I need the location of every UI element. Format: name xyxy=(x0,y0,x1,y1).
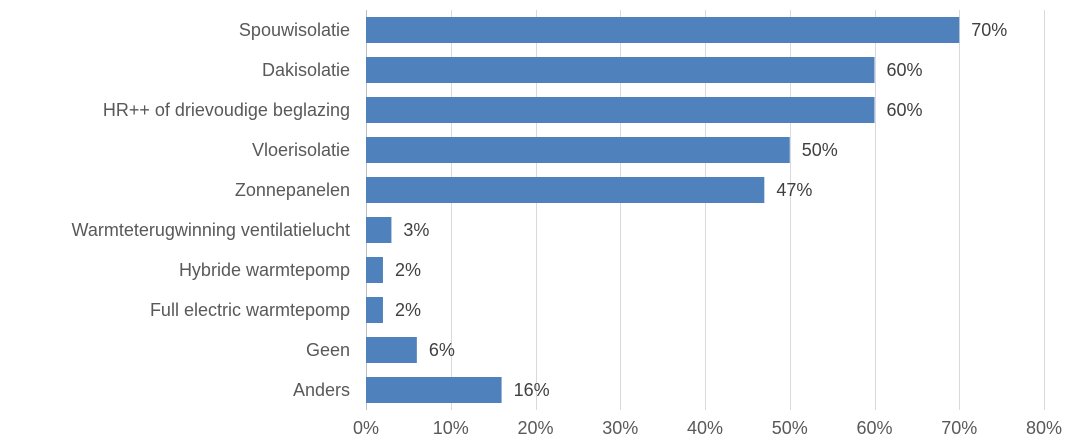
category-label: Warmteterugwinning ventilatielucht xyxy=(72,220,350,240)
x-tick-label: 40% xyxy=(687,418,723,438)
x-tick-label: 0% xyxy=(353,418,379,438)
bar xyxy=(366,217,392,243)
data-label: 2% xyxy=(395,300,421,320)
bar xyxy=(366,177,765,203)
x-tick-label: 10% xyxy=(433,418,469,438)
data-label: 70% xyxy=(971,20,1007,40)
data-label: 2% xyxy=(395,260,421,280)
labels: 0% 10% 20% 30% 40% 50% 60% 70% 80% Spouwisolatie 7… xyxy=(72,20,1062,438)
category-label: HR++ of drievoudige beglazing xyxy=(103,100,350,120)
bar xyxy=(366,57,875,83)
category-label: Geen xyxy=(306,340,350,360)
bar xyxy=(366,17,960,43)
x-tick-label: 30% xyxy=(602,418,638,438)
category-label: Dakisolatie xyxy=(262,60,350,80)
data-label: 16% xyxy=(514,380,550,400)
data-label: 50% xyxy=(802,140,838,160)
x-tick-label: 80% xyxy=(1026,418,1062,438)
data-label: 60% xyxy=(887,100,923,120)
bar xyxy=(366,297,383,323)
x-tick-label: 60% xyxy=(856,418,892,438)
data-label: 3% xyxy=(403,220,429,240)
x-tick-label: 50% xyxy=(772,418,808,438)
category-label: Zonnepanelen xyxy=(235,180,350,200)
x-tick-label: 70% xyxy=(941,418,977,438)
data-label: 6% xyxy=(429,340,455,360)
bar xyxy=(366,337,417,363)
bar xyxy=(366,137,790,163)
bars xyxy=(366,17,960,403)
x-tick-label: 20% xyxy=(517,418,553,438)
bar xyxy=(366,97,875,123)
bar xyxy=(366,377,502,403)
category-label: Vloerisolatie xyxy=(252,140,350,160)
bar xyxy=(366,257,383,283)
category-label: Anders xyxy=(293,380,350,400)
category-label: Hybride warmtepomp xyxy=(179,260,350,280)
data-label: 60% xyxy=(887,60,923,80)
category-label: Full electric warmtepomp xyxy=(150,300,350,320)
category-label: Spouwisolatie xyxy=(239,20,350,40)
data-label: 47% xyxy=(776,180,812,200)
